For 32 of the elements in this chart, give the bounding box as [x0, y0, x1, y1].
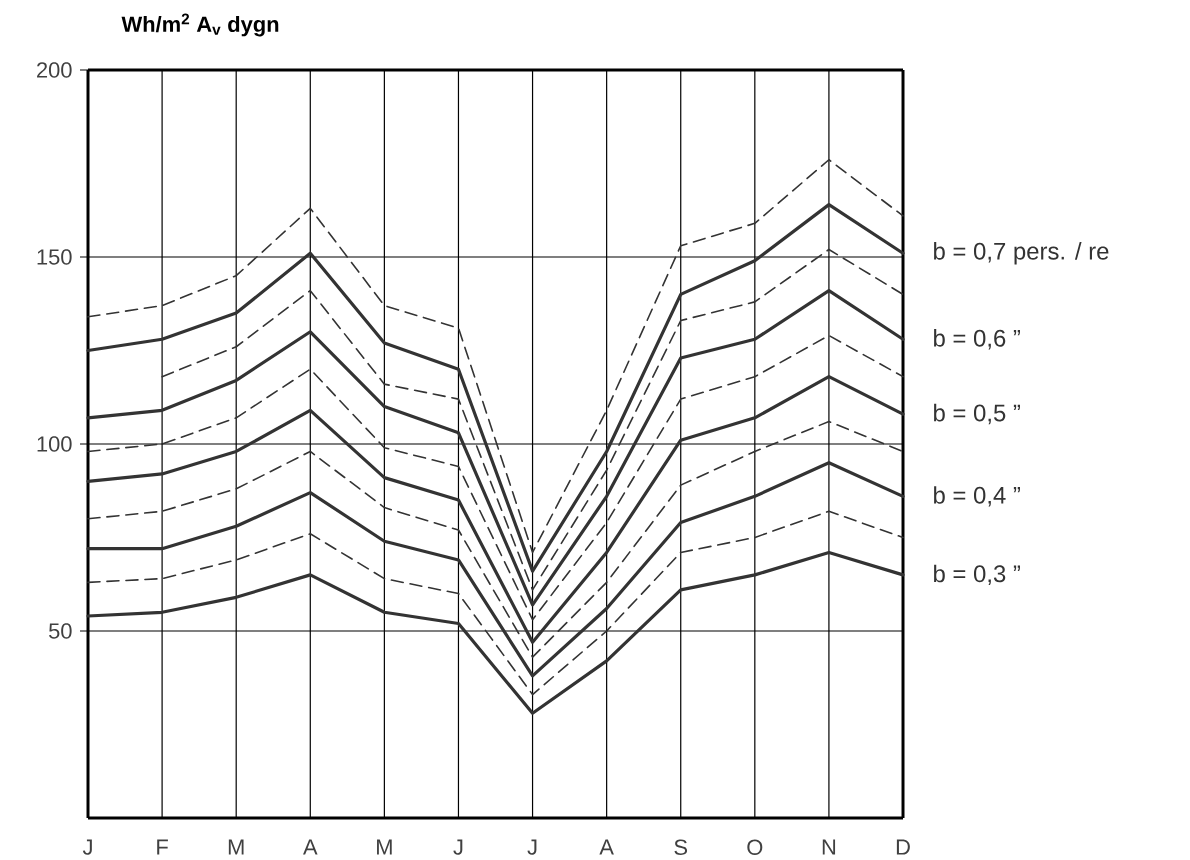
line-series	[86, 461, 905, 678]
y-tick-label: 200	[37, 62, 72, 78]
x-tick-label: J	[527, 839, 537, 855]
y-tick-label: 150	[37, 249, 72, 265]
series-label: b = 0,7 pers. / re	[934, 242, 1109, 265]
line-series	[86, 203, 905, 573]
line-series	[86, 375, 905, 644]
line-series	[87, 334, 904, 621]
line-series	[87, 420, 904, 658]
x-tick-label: D	[896, 839, 910, 855]
x-tick-label: J	[82, 839, 92, 855]
x-tick-label: M	[228, 839, 244, 855]
x-tick-label: O	[747, 839, 763, 856]
series-label: b = 0,3 ”	[934, 564, 1020, 586]
y-axis-title: Wh/m$^{2}$ A$_{v}$ dygn	[121, 13, 279, 37]
x-tick-label: J	[453, 839, 463, 855]
line-series	[87, 158, 904, 554]
x-tick-label: S	[674, 839, 688, 856]
x-tick-label: A	[303, 839, 318, 855]
line-series	[86, 550, 905, 715]
y-tick-label: 50	[49, 623, 72, 639]
x-tick-label: M	[377, 839, 392, 855]
series-label: b = 0,6 ”	[934, 329, 1020, 350]
line-series	[86, 289, 905, 607]
line-series	[87, 510, 904, 696]
y-tick-label: 100	[37, 436, 72, 452]
line-series	[161, 248, 904, 591]
x-tick-label: N	[822, 839, 836, 855]
x-tick-label: A	[599, 839, 614, 855]
x-tick-label: F	[157, 839, 168, 855]
series-label: b = 0,5 ”	[934, 403, 1020, 425]
series-label: b = 0,4 ”	[934, 486, 1020, 507]
